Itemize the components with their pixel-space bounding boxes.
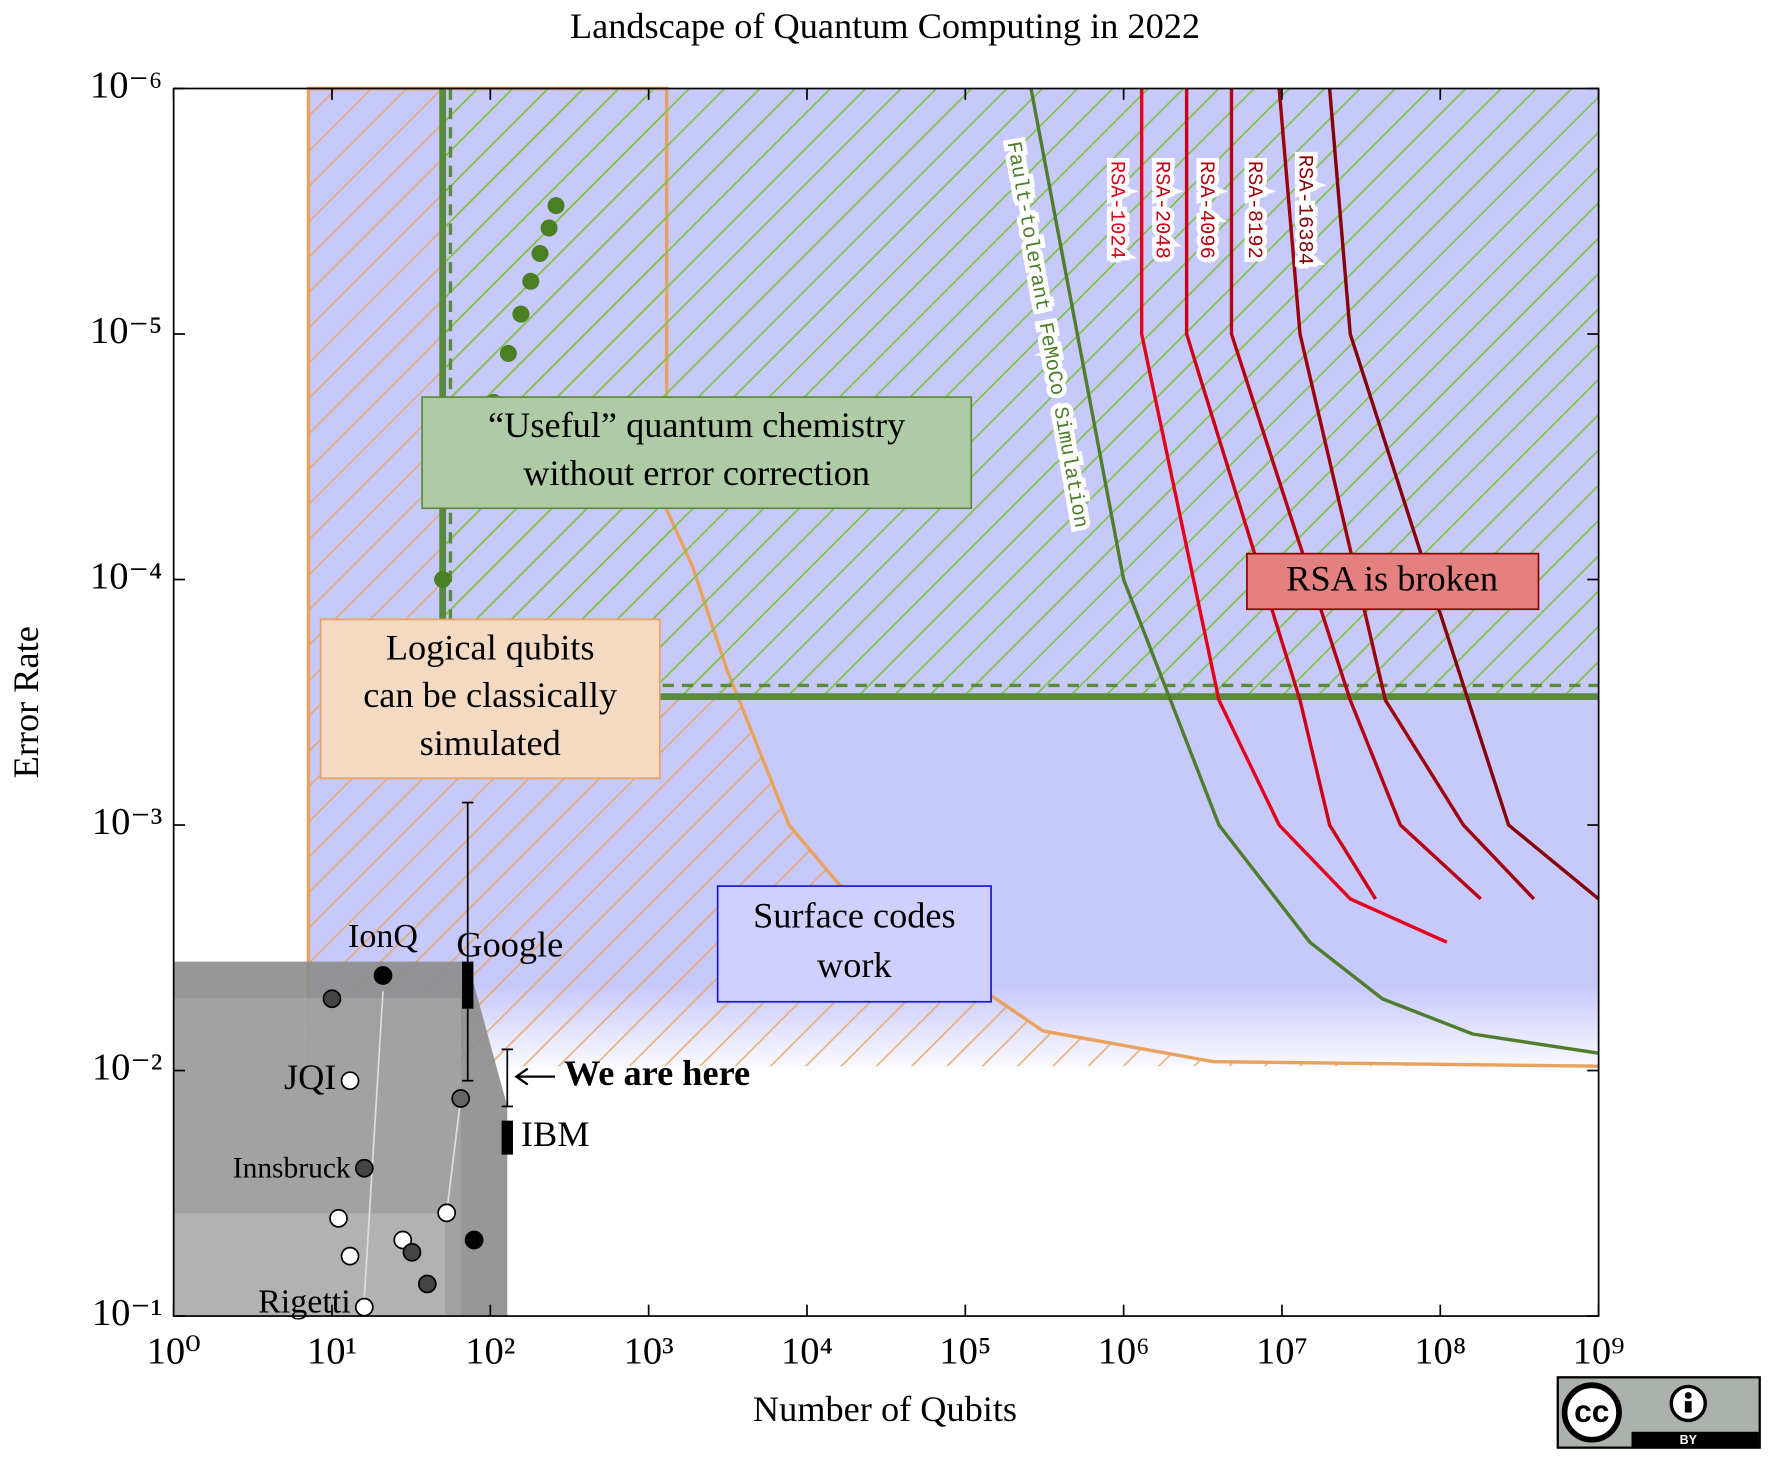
annotation-text: simulated bbox=[420, 723, 561, 763]
y-axis-label: Error Rate bbox=[6, 626, 46, 778]
device-label: Innsbruck bbox=[233, 1152, 351, 1184]
annotation-text: work bbox=[817, 945, 892, 985]
annotation-text: “Useful” quantum chemistry bbox=[488, 405, 905, 445]
curve bbox=[1277, 88, 1536, 901]
curve bbox=[1029, 88, 1599, 1055]
device-point bbox=[417, 1274, 437, 1294]
y-tick-label: 10⁻² bbox=[92, 1046, 162, 1088]
cc-circle bbox=[1561, 1382, 1622, 1443]
plot-area: Fault-tolerant FeMoCo Simulation RSA-1024… bbox=[90, 64, 1625, 1372]
trend-arrow bbox=[363, 991, 384, 1299]
device-point bbox=[373, 966, 393, 985]
by-icon-body bbox=[1684, 1401, 1692, 1413]
chemistry-point bbox=[512, 305, 530, 323]
annotation-box bbox=[421, 396, 973, 510]
x-tick-label: 10⁷ bbox=[1256, 1330, 1308, 1372]
device-point bbox=[340, 1246, 360, 1266]
here-label: We are here bbox=[564, 1053, 750, 1093]
curve bbox=[1327, 88, 1600, 901]
curve-label: RSA-4096 bbox=[1194, 161, 1217, 259]
x-tick-label: 10² bbox=[465, 1330, 515, 1372]
device-point bbox=[329, 1208, 348, 1228]
device-point bbox=[393, 1230, 413, 1250]
device-point bbox=[464, 1230, 484, 1250]
x-axis-label: Number of Qubits bbox=[753, 1389, 1017, 1429]
by-text: BY bbox=[1680, 1433, 1698, 1447]
y-tick-label: 10⁻¹ bbox=[92, 1292, 162, 1334]
curve-label: RSA-16384 bbox=[1292, 155, 1315, 265]
curve-label: RSA-1024 bbox=[1104, 161, 1127, 259]
cc-text: cc bbox=[1574, 1393, 1609, 1429]
annotation-text: without error correction bbox=[523, 453, 870, 493]
y-tick-label: 10⁻⁶ bbox=[90, 64, 162, 106]
chemistry-point bbox=[434, 571, 452, 589]
device-point bbox=[354, 1158, 374, 1178]
chemistry-point bbox=[547, 197, 565, 215]
device-point bbox=[402, 1242, 422, 1262]
curve bbox=[1139, 88, 1448, 944]
x-tick-label: 10³ bbox=[624, 1330, 674, 1372]
chemistry-point bbox=[499, 344, 517, 362]
curve bbox=[1184, 88, 1377, 900]
annotation-box bbox=[716, 885, 992, 1003]
current-inner bbox=[173, 1213, 446, 1317]
device-label: IonQ bbox=[348, 918, 418, 955]
here-arrow-head bbox=[514, 1067, 529, 1086]
device-point bbox=[437, 1203, 457, 1223]
x-tick-label: 10¹ bbox=[307, 1330, 357, 1372]
x-tick-label: 10⁵ bbox=[939, 1330, 991, 1372]
chart-title: Landscape of Quantum Computing in 2022 bbox=[570, 6, 1200, 46]
x-tick-label: 10⁹ bbox=[1573, 1330, 1625, 1372]
device-point bbox=[354, 1297, 374, 1317]
annotation-text: Surface codes bbox=[753, 895, 956, 935]
device-label: JQI bbox=[284, 1057, 336, 1097]
y-tick-label: 10⁻⁵ bbox=[90, 310, 162, 352]
annotation-text: can be classically bbox=[363, 675, 617, 715]
x-tick-label: 10⁰ bbox=[147, 1330, 201, 1372]
x-tick-label: 10⁸ bbox=[1414, 1330, 1466, 1372]
annotation-text: RSA is broken bbox=[1286, 558, 1498, 598]
curve-label: RSA-8192 bbox=[1242, 161, 1265, 259]
annotation-box bbox=[1246, 552, 1540, 611]
y-tick-label: 10⁻⁴ bbox=[90, 555, 162, 597]
device-label: Rigetti bbox=[258, 1284, 351, 1321]
annotation-box bbox=[319, 618, 661, 780]
x-tick-label: 10⁴ bbox=[781, 1330, 833, 1372]
device-point bbox=[340, 1071, 360, 1091]
range-label: IBM bbox=[521, 1114, 590, 1154]
annotation-text: Logical qubits bbox=[386, 628, 595, 668]
curve-label: RSA-2048 bbox=[1149, 161, 1172, 259]
plot-frame bbox=[172, 87, 1600, 1317]
x-tick-label: 10⁶ bbox=[1098, 1330, 1150, 1372]
range-bar bbox=[501, 1120, 513, 1155]
range-bar bbox=[462, 961, 474, 1009]
chemistry-point bbox=[540, 219, 558, 237]
by-icon-head bbox=[1684, 1392, 1692, 1399]
curve bbox=[1229, 88, 1482, 901]
badge-strip bbox=[1631, 1431, 1759, 1448]
trend-arrow bbox=[445, 1098, 462, 1213]
range-label: Google bbox=[456, 924, 563, 964]
license-badge: cc BY bbox=[1556, 1376, 1761, 1449]
chemistry-point bbox=[531, 244, 549, 263]
device-point bbox=[322, 989, 342, 1009]
chemistry-point bbox=[522, 272, 540, 290]
y-tick-label: 10⁻³ bbox=[92, 801, 162, 843]
device-point bbox=[451, 1089, 471, 1108]
